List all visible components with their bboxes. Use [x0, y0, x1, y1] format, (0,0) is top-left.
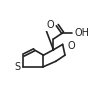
Text: S: S: [14, 62, 20, 72]
Text: O: O: [47, 20, 54, 30]
Text: O: O: [67, 41, 75, 51]
Text: OH: OH: [75, 28, 90, 38]
